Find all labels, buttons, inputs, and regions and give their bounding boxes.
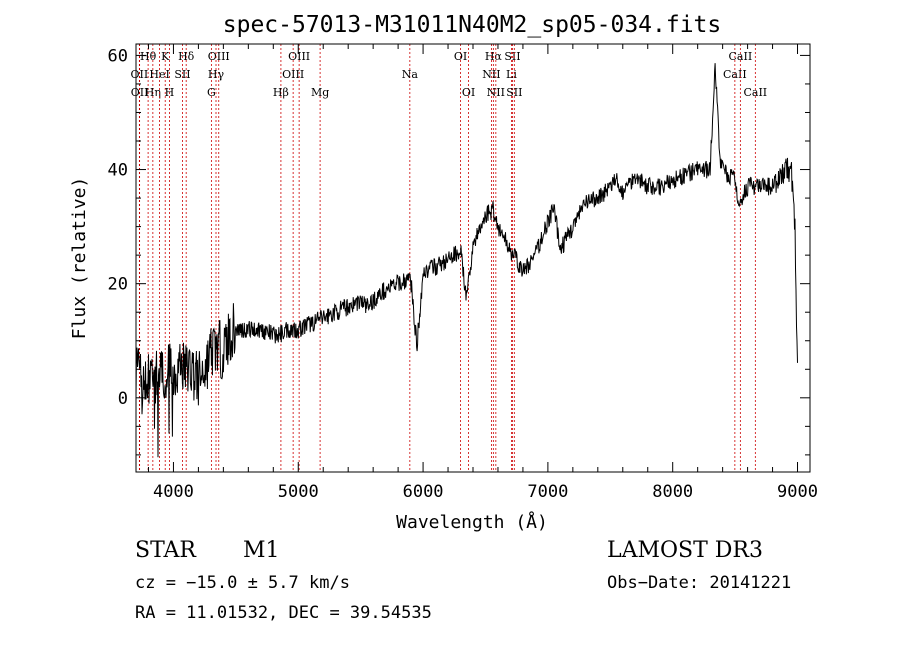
line-marker-label: Hδ xyxy=(178,50,195,63)
y-tick-label: 40 xyxy=(108,161,128,181)
line-marker-label: G xyxy=(207,86,216,99)
object-class: STAR xyxy=(135,538,196,563)
redshift-velocity: cz = −15.0 ± 5.7 km/s xyxy=(135,573,350,593)
coordinates: RA = 11.01532, DEC = 39.54535 xyxy=(135,603,432,623)
line-marker-label: Hγ xyxy=(208,68,225,81)
y-tick-label: 60 xyxy=(108,46,128,66)
line-marker-label: Na xyxy=(402,68,419,81)
line-marker-label: Li xyxy=(506,68,517,81)
line-marker-label: OIII xyxy=(208,50,230,63)
line-marker-label: NII xyxy=(482,68,500,81)
line-marker-label: OI xyxy=(462,86,475,99)
line-marker-label: H xyxy=(165,86,175,99)
line-marker-label: OII xyxy=(131,86,149,99)
line-marker-label: OIII xyxy=(282,68,304,81)
line-marker-label: Mg xyxy=(311,86,329,99)
x-axis-label: Wavelength (Å) xyxy=(396,511,548,533)
axis-tick-labels: 4000 5000 6000 7000 8000 9000 0 20 40 60 xyxy=(108,46,818,502)
x-tick-label: 6000 xyxy=(403,482,444,502)
line-marker-label: CaII xyxy=(723,68,747,81)
line-marker-label: SII xyxy=(174,68,190,81)
line-marker-label: CaII xyxy=(729,50,753,63)
spectrum-line xyxy=(135,63,798,458)
line-marker-label: SII xyxy=(506,86,522,99)
x-tick-label: 9000 xyxy=(777,482,818,502)
line-marker-label: NII xyxy=(487,86,505,99)
line-marker-label: HeI xyxy=(149,68,169,81)
x-tick-label: 5000 xyxy=(278,482,319,502)
line-marker-label: SII xyxy=(504,50,520,63)
axis-ticks xyxy=(136,44,810,472)
y-tick-label: 0 xyxy=(118,389,128,409)
x-tick-label: 8000 xyxy=(652,482,693,502)
line-marker-label: K xyxy=(161,50,170,63)
line-marker-label: Hθ xyxy=(140,50,157,63)
line-marker-label: Hα xyxy=(485,50,503,63)
line-marker-label: Hβ xyxy=(273,86,289,99)
survey-name: LAMOST DR3 xyxy=(607,538,763,563)
line-marker-label: Hη xyxy=(145,86,161,99)
x-tick-label: 4000 xyxy=(153,482,194,502)
object-subclass: M1 xyxy=(243,538,280,563)
observation-date: Obs−Date: 20141221 xyxy=(607,573,792,593)
plot-frame xyxy=(135,43,811,473)
y-axis-label: Flux (relative) xyxy=(69,177,90,340)
chart-title: spec-57013-M31011N40M2_sp05-034.fits xyxy=(223,12,722,38)
line-marker-label: OIII xyxy=(288,50,310,63)
y-tick-label: 20 xyxy=(108,275,128,295)
emission-line-markers: HθOIIOIIHηHeIKHSIIHδGOIIIHγHβOIIIOIIIMgN… xyxy=(131,44,767,472)
line-marker-label: CaII xyxy=(743,86,767,99)
line-marker-label: OII xyxy=(131,68,149,81)
line-marker-label: OI xyxy=(454,50,467,63)
x-tick-label: 7000 xyxy=(527,482,568,502)
